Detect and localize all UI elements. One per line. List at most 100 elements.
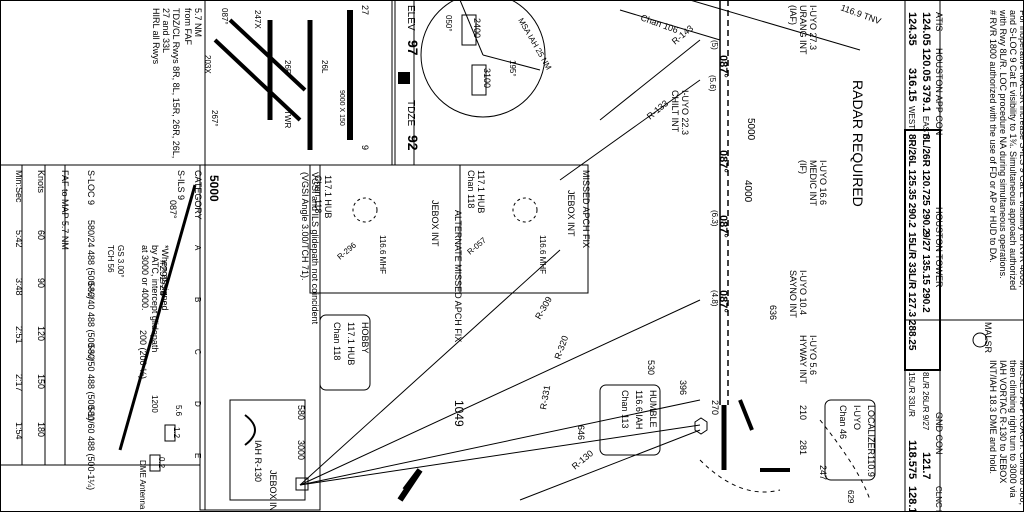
radial-tnv bbox=[619, 9, 721, 41]
gnd-freq-2: 118.575 bbox=[906, 440, 918, 479]
app-west: WEST bbox=[907, 106, 916, 129]
runway-8 bbox=[738, 399, 754, 431]
comms-block: ATIS HOUSTON APP CON 124.05 120.05 379.1… bbox=[906, 12, 944, 512]
localizer-ident: I-UYO bbox=[852, 405, 862, 430]
localizer-info: LOCALIZER 110.9 I-UYO Chan 46 bbox=[838, 405, 876, 477]
alt-4000-plan: 4000 bbox=[742, 180, 753, 203]
course-label-1: 087° bbox=[717, 55, 729, 78]
ob-530: 530 bbox=[646, 360, 656, 375]
radial-label-r130: R-130 bbox=[570, 448, 595, 471]
uranz-dme: I-UYO 27.3 bbox=[808, 5, 818, 50]
missed-approach-title: MISSED APPROACH: Climb to 580, bbox=[1018, 360, 1024, 505]
dme-antenna: DME Antenna bbox=[138, 460, 147, 510]
diagram-ob-203: 203X bbox=[203, 55, 212, 74]
msa-sector-2 bbox=[482, 54, 541, 71]
category-cell: D bbox=[193, 401, 202, 407]
humble-box bbox=[599, 384, 661, 456]
category-label: CATEGORY bbox=[193, 170, 203, 220]
gs-angle: GS 3.00° bbox=[116, 245, 125, 278]
profile-notes: VGSI and ILS glidepath not coincident (V… bbox=[300, 172, 320, 325]
clnc-freq: 128.1 bbox=[906, 486, 918, 512]
dme-1: 1.2 bbox=[172, 427, 181, 439]
diagram-ob-247: 247X bbox=[253, 10, 262, 29]
hold-iah: IAH R-130 bbox=[253, 440, 263, 482]
humble-vortac-icon bbox=[694, 417, 708, 435]
mhf-label-1: 116.6 MHF bbox=[538, 235, 547, 274]
hold-alt-580: 580 bbox=[296, 405, 306, 420]
dist-56: (5.6) bbox=[708, 75, 717, 92]
dist-5: (5) bbox=[710, 40, 719, 50]
gnd-rwys-2: 15L/R 33L/R bbox=[907, 372, 916, 417]
when-assigned: *When assigned bbox=[160, 245, 170, 311]
dme-3: 5.6 bbox=[174, 405, 183, 417]
assigned-notes: *When assigned by ATC, intercept glidepa… bbox=[140, 245, 170, 352]
diagram-rwy-9: 9 bbox=[360, 145, 370, 150]
radial-label-r320: R-320 bbox=[552, 334, 570, 360]
dme-2: 0.2 bbox=[157, 457, 166, 469]
medic-dme: I-UYO 16.6 bbox=[818, 160, 828, 205]
course-label-4: 087° bbox=[717, 290, 729, 313]
r057-label: R-057 bbox=[466, 235, 489, 256]
knots-label: Knots bbox=[36, 170, 46, 194]
radial-r130 bbox=[519, 429, 701, 501]
diagram-twr: TWR bbox=[283, 110, 292, 128]
minimums-table bbox=[64, 164, 201, 466]
hobby-freq: 117.1 HUB bbox=[346, 322, 356, 365]
tower-freq-3: 9/27 135.15 290.2 bbox=[920, 232, 931, 313]
tnv-label: 116.9 TNV bbox=[839, 2, 882, 26]
localizer-freq: 110.9 bbox=[866, 455, 876, 477]
diagram-rwy-15-33 bbox=[213, 38, 302, 122]
hyway-label: HYWAY INT bbox=[798, 335, 808, 384]
uranz-iaf: (IAF) bbox=[788, 5, 798, 25]
sils-main: #292/24 bbox=[157, 260, 168, 297]
course-label-3: 087° bbox=[717, 215, 729, 238]
knots-cell: 180 bbox=[36, 422, 46, 437]
sloc-cell: 580/24 488 (500-½) bbox=[86, 220, 96, 299]
elev-label: ELEV bbox=[405, 5, 416, 31]
sayno-fix: SAYNO INT I-UYO 10.4 bbox=[788, 270, 808, 318]
hobby-ref-1: 117.1 HUB bbox=[476, 170, 486, 213]
sloc-cell: 580/60 488 (500-1¼) bbox=[86, 406, 96, 490]
r296-label: R-296 bbox=[336, 240, 359, 261]
knots-cell: 150 bbox=[36, 374, 46, 389]
alt-5000-plan: 5000 bbox=[745, 118, 756, 141]
notes-block: For inoperative MALSR increase S-ILS 9 C… bbox=[988, 9, 1024, 290]
msa-box-2 bbox=[471, 64, 487, 96]
msa-circle bbox=[420, 0, 546, 118]
localizer-label: LOCALIZER bbox=[866, 405, 876, 456]
chan-106-label: Chan 106 bbox=[639, 12, 679, 35]
radial-r133 bbox=[559, 79, 701, 181]
msa-bearing-1: 050° bbox=[444, 15, 453, 32]
radial-label-r331: R-331 bbox=[538, 384, 552, 410]
lighting-3: TDZ/CL Rwys 8R, 8L, 15R, 26R, 26L, bbox=[171, 8, 181, 158]
app-east: EAST bbox=[921, 116, 930, 137]
msa-alt-2: 3100 bbox=[482, 68, 492, 88]
missed-holding-box bbox=[229, 399, 306, 501]
diagram-rwy-267: 267° bbox=[210, 110, 219, 127]
ob-270: 270 bbox=[710, 400, 720, 415]
alt-missed-label: ALTERNATE MISSED APCH FIX bbox=[453, 210, 463, 342]
msa-sector-1 bbox=[459, 0, 484, 56]
chilt-fix: CHILT INT I-UYO 22.3 bbox=[670, 90, 690, 135]
missed-approach-l4: INT/IAH 18.3 DME and hold. bbox=[988, 360, 998, 474]
gs-tch: TCH 56 bbox=[106, 245, 115, 273]
missed-approach-l3: IAH VORTAC R-130 to JEBOX bbox=[998, 360, 1008, 483]
profile-view bbox=[199, 164, 321, 511]
ob-629: 629 bbox=[846, 490, 855, 504]
sils-label: S-ILS 9 bbox=[176, 170, 186, 200]
tdze-value: 92 bbox=[405, 135, 421, 151]
medic-fix: (IF) MEDIC INT I-UYO 16.6 bbox=[798, 160, 828, 207]
dme-box-2 bbox=[149, 454, 161, 472]
lighting-1: 5.7 NM bbox=[193, 8, 203, 37]
localizer-chan: Chan 46 bbox=[838, 405, 848, 439]
hyway-dme: I-UYO 5.6 bbox=[808, 335, 818, 375]
note-3: with Rwy 8L/R. LOC procedure NA during s… bbox=[998, 9, 1008, 279]
humble-freq: 116.6 IAH bbox=[634, 390, 644, 429]
radial-r331 bbox=[299, 424, 701, 486]
note-2: and S-LOC 9 Cat E visibility to 1¾. Simu… bbox=[1008, 10, 1018, 290]
ob-636: 636 bbox=[768, 305, 778, 320]
atis-label: ATIS bbox=[934, 12, 944, 31]
humble-label: HUMBLE bbox=[648, 390, 658, 428]
